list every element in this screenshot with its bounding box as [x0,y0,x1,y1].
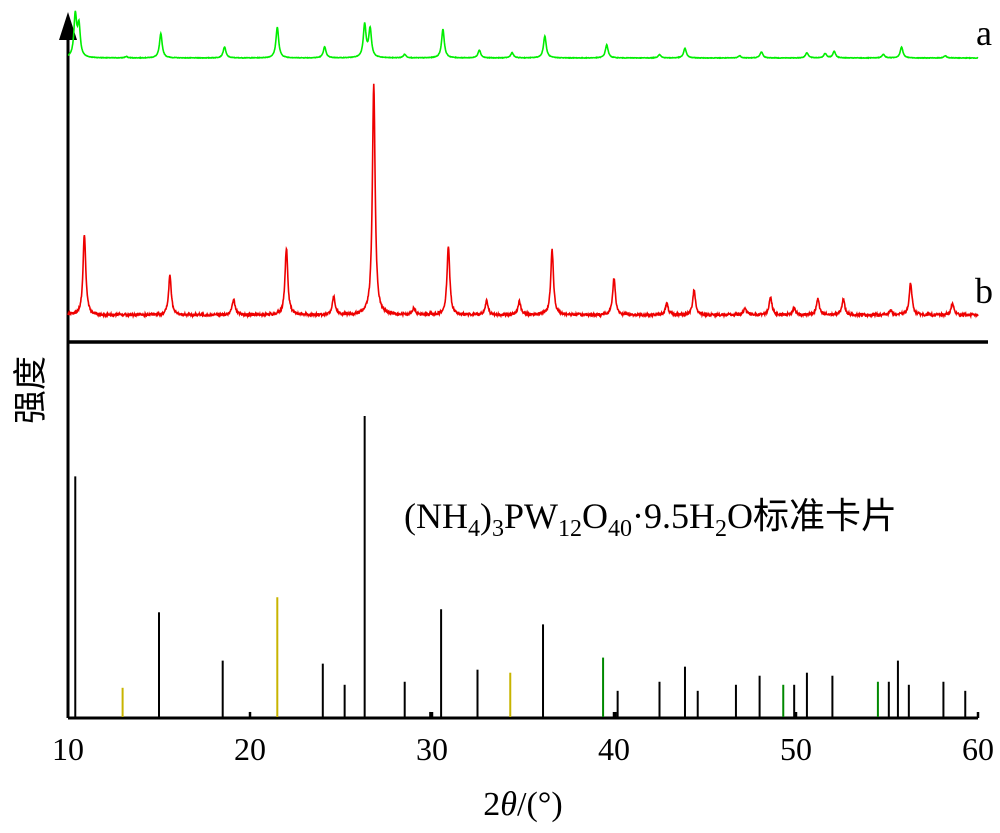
x-axis-title: 2θ/(°) [483,786,562,823]
x-tick-label: 30 [416,731,448,767]
reference-label-part: O标准卡片 [727,496,897,536]
reference-label-part: 2 [715,516,727,542]
reference-label-part: ) [480,496,492,536]
reference-label-part: (NH [404,496,468,536]
x-tick-label: 40 [598,731,630,767]
y-axis-arrow [59,12,77,40]
x-tick-label: 60 [962,731,994,767]
x-axis-title-part: /(°) [517,786,563,823]
x-tick-label: 20 [234,731,266,767]
x-axis-title-part: 2 [483,786,500,823]
reference-label-part: 3 [492,516,504,542]
reference-lines [74,416,967,717]
reference-label-part: 4 [468,516,480,542]
x-tick-label: 10 [52,731,84,767]
axes: 10 20 30 40 50 60 [52,12,994,767]
series-label-a: a [976,13,992,53]
reference-label-part: 40 [608,516,632,542]
x-tick-label: 50 [780,731,812,767]
series-line-a [67,10,979,60]
reference-label-part: 12 [558,516,582,542]
reference-label-part: ·9.5H [632,496,715,536]
reference-label-part: O [582,496,608,536]
series-label-b: b [975,271,993,311]
x-axis-title-part: θ [500,786,517,823]
series-group [67,10,979,320]
reference-label: (NH4)3PW12O40·9.5H2O标准卡片 [404,496,897,542]
y-axis-title: 强度 [12,356,50,424]
series-line-b [67,83,979,320]
reference-label-part: PW [504,496,558,536]
